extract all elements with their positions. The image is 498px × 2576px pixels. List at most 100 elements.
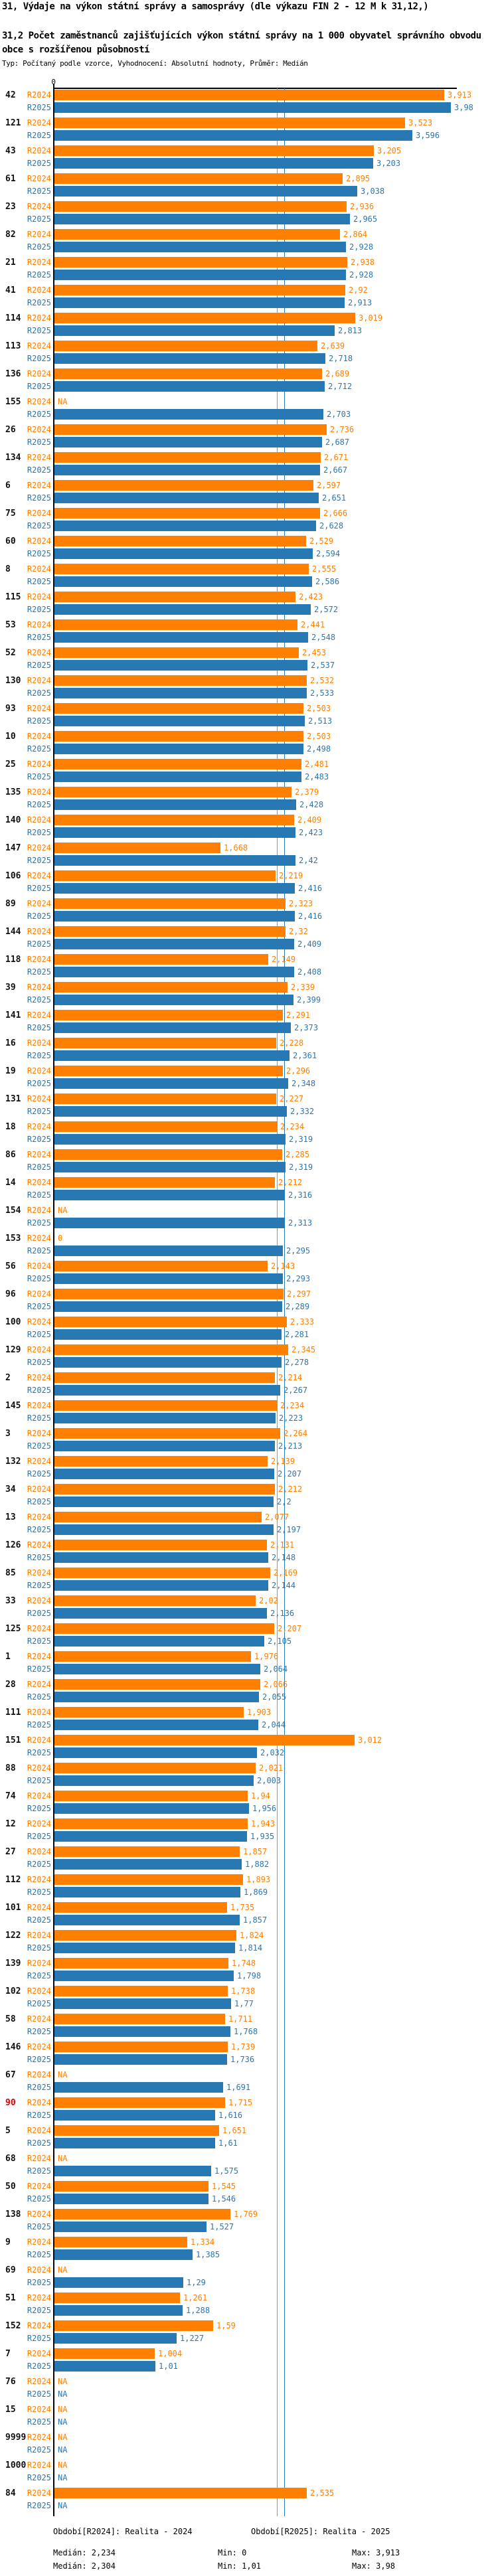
group-id-label: 1	[5, 1652, 11, 1662]
group-id-label: 41	[5, 285, 16, 295]
series-tick-label-r2025: R2025	[27, 1637, 51, 1646]
bar-r2025	[54, 1357, 282, 1368]
bar-value-r2025: 2,293	[286, 1274, 311, 1283]
series-tick-label-r2024: R2024	[27, 787, 51, 797]
bar-value-r2024: 2,212	[278, 1178, 303, 1187]
bar-value-r2024: 1,651	[222, 2126, 247, 2135]
series-tick-label-r2025: R2025	[27, 1302, 51, 1311]
series-tick-label-r2025: R2025	[27, 716, 51, 726]
series-tick-label-r2025: R2025	[27, 1832, 51, 1841]
bar-r2025	[54, 325, 335, 336]
bar-r2025	[54, 2054, 227, 2065]
group-id-label: 93	[5, 704, 16, 714]
bar-r2024	[54, 1121, 277, 1132]
bar-value-r2024: 2,736	[330, 425, 355, 434]
bar-value-r2025: 2,295	[286, 1246, 311, 1255]
bar-r2024	[54, 1540, 267, 1550]
series-tick-label-r2024: R2024	[27, 1038, 51, 1048]
series-tick-label-r2024: R2024	[27, 1791, 51, 1801]
bar-value-r2025: 1,691	[226, 2083, 251, 2092]
bar-value-r2025: 2,498	[307, 744, 331, 754]
bar-r2025	[54, 855, 295, 866]
series-tick-label-r2025: R2025	[27, 828, 51, 837]
bar-value-r2025: 1,527	[210, 2222, 234, 2231]
series-tick-label-r2024: R2024	[27, 871, 51, 880]
bar-r2024	[54, 145, 374, 156]
group-id-label: 16	[5, 1038, 16, 1048]
bar-value-r2025: 2,148	[272, 1553, 296, 1562]
series-tick-label-r2024: R2024	[27, 592, 51, 602]
bar-value-r2025: 2,136	[270, 1609, 295, 1618]
bar-value-r2024: 1,824	[240, 1931, 264, 1940]
bar-value-r2024: 2,597	[317, 481, 341, 490]
bar-value-r2024: 1,748	[232, 1959, 256, 1968]
group-id-label: 86	[5, 1150, 16, 1160]
bar-r2024	[54, 1735, 355, 1745]
bar-value-r2024: 2,345	[291, 1345, 316, 1354]
bar-r2024	[54, 1372, 275, 1383]
bar-value-r2024: 1,334	[191, 2237, 215, 2247]
bar-value-r2024: 2,441	[301, 620, 325, 629]
group-id-label: 33	[5, 1596, 16, 1606]
bar-value-r2025: 1,385	[196, 2250, 220, 2259]
bar-value-r2025: 2,289	[286, 1302, 310, 1311]
group-id-label: 113	[5, 341, 21, 351]
bar-value-r2025: 1,798	[237, 1971, 262, 1980]
series-tick-label-r2024: R2024	[27, 1261, 51, 1271]
bar-r2024	[54, 703, 303, 714]
series-tick-label-r2024: R2024	[27, 1345, 51, 1354]
series-tick-label-r2024: R2024	[27, 397, 51, 406]
bar-value-r2024: 2,234	[280, 1122, 305, 1131]
group-id-label: 28	[5, 1680, 16, 1690]
series-tick-label-r2025: R2025	[27, 2111, 51, 2120]
bar-value-r2024: 1,943	[251, 1819, 276, 1828]
bar-r2024	[54, 843, 220, 853]
bar-value-r2025: 1,869	[244, 1888, 268, 1897]
group-id-label: 141	[5, 1010, 21, 1020]
bar-r2025	[54, 297, 345, 308]
series-tick-label-r2024: R2024	[27, 1094, 51, 1103]
bar-r2024	[54, 1038, 276, 1048]
series-tick-label-r2024: R2024	[27, 2349, 51, 2358]
bar-r2025	[54, 1134, 286, 1145]
group-id-label: 69	[5, 2265, 16, 2275]
series-tick-label-r2025: R2025	[27, 2250, 51, 2259]
bar-value-r2025: 2,409	[297, 939, 322, 949]
bar-value-r2024: 2,938	[351, 258, 375, 267]
bar-r2025	[54, 1608, 267, 1619]
group-id-label: 106	[5, 871, 21, 881]
series-tick-label-r2025: R2025	[27, 605, 51, 614]
bar-value-r2025: 2,044	[262, 1720, 286, 1730]
bar-value-r2025: 2,408	[297, 967, 322, 977]
bar-value-r2024: 1,976	[254, 1652, 279, 1661]
series-tick-label-r2025: R2025	[27, 326, 51, 335]
group-id-label: 53	[5, 620, 16, 630]
group-id-label: 34	[5, 1485, 16, 1494]
series-tick-label-r2024: R2024	[27, 2210, 51, 2219]
bar-value-r2025: NA	[58, 2417, 68, 2427]
bar-r2024	[54, 1568, 270, 1578]
bar-value-r2025: 1,616	[218, 2111, 243, 2120]
series-tick-label-r2025: R2025	[27, 1860, 51, 1869]
bar-value-r2025: 2,718	[329, 354, 353, 363]
series-tick-label-r2025: R2025	[27, 1943, 51, 1953]
series-tick-label-r2025: R2025	[27, 744, 51, 754]
bar-value-r2024: NA	[58, 2154, 68, 2163]
group-id-label: 67	[5, 2070, 16, 2080]
bar-r2024	[54, 982, 288, 993]
group-id-label: 154	[5, 1206, 21, 1216]
bar-r2024	[54, 1930, 236, 1941]
bar-value-r2025: 2,928	[349, 242, 374, 252]
bar-r2025	[54, 1106, 287, 1117]
bar-value-r2025: 2,213	[278, 1441, 303, 1451]
bar-value-r2024: 2,077	[265, 1512, 290, 1522]
bar-r2024	[54, 1093, 276, 1104]
bar-value-r2024: 2,323	[289, 899, 313, 908]
group-id-label: 155	[5, 397, 21, 407]
chart-meta-line: Typ: Počítaný podle vzorce, Vyhodnocení:…	[2, 59, 308, 68]
series-tick-label-r2025: R2025	[27, 1469, 51, 1479]
bar-r2025	[54, 548, 313, 559]
bar-r2024	[54, 452, 321, 463]
bar-r2025	[54, 771, 301, 782]
series-tick-label-r2025: R2025	[27, 1413, 51, 1423]
